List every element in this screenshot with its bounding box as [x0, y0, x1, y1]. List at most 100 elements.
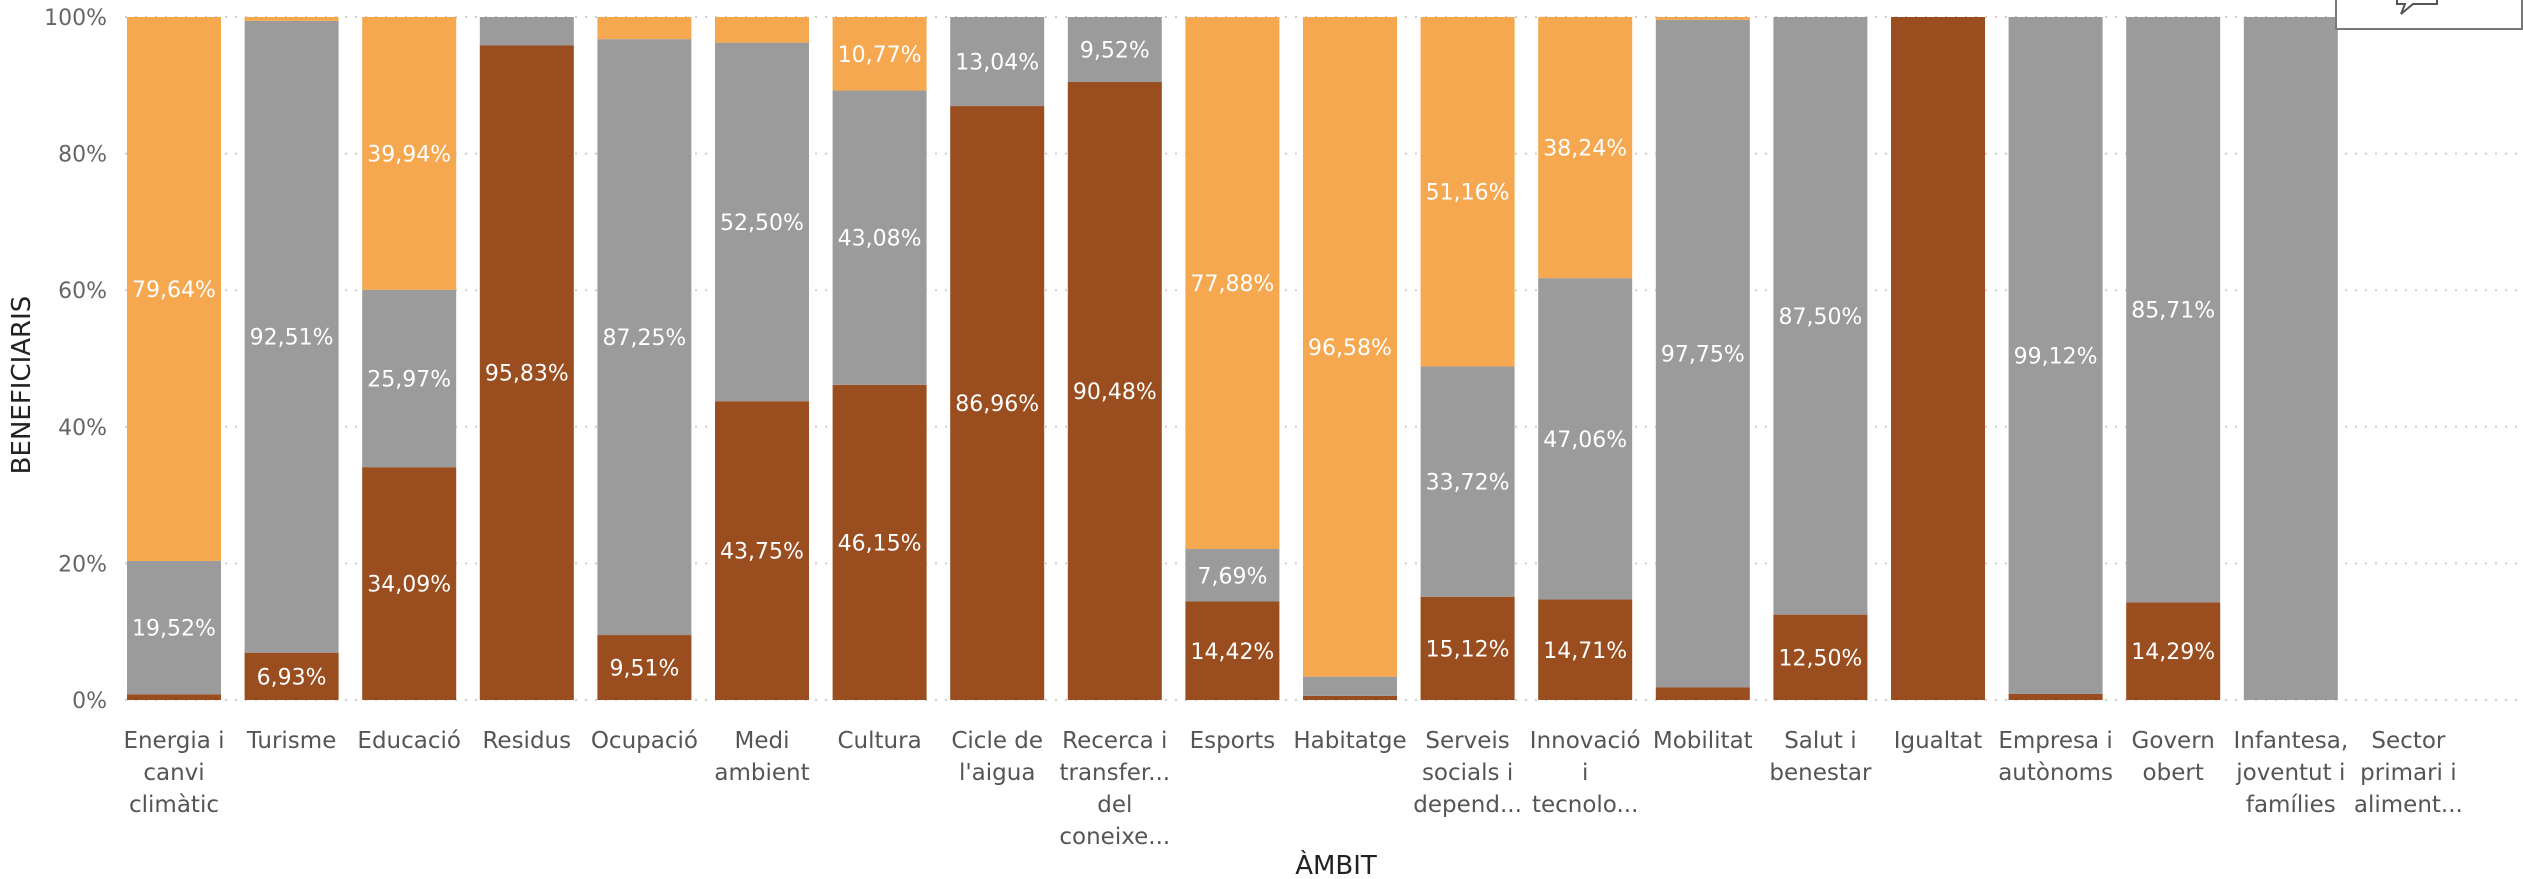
bar-segment[interactable] [832, 17, 927, 91]
data-label: 47,06% [1543, 428, 1627, 453]
x-category-label: Esports [1190, 728, 1276, 754]
comment-icon [2396, 0, 2438, 15]
bar-segment[interactable] [1303, 17, 1397, 677]
x-category-label: Turisme [246, 728, 337, 754]
bar-segment[interactable] [2243, 17, 2338, 700]
bar-segment[interactable] [950, 106, 1045, 700]
bar-segment[interactable] [1891, 17, 1985, 700]
x-category-label: Igualtat [1894, 728, 1983, 754]
y-tick-label: 0% [72, 689, 107, 714]
data-label: 7,69% [1197, 564, 1267, 589]
bar-segment[interactable] [1185, 548, 1280, 602]
data-label: 10,77% [838, 43, 922, 68]
bar-segment[interactable] [1773, 17, 1868, 615]
bar-segment[interactable] [244, 20, 339, 653]
data-label: 97,75% [1661, 343, 1745, 368]
focus-mode-button[interactable] [2335, 0, 2523, 30]
bar-segment[interactable] [1420, 366, 1515, 597]
x-category-label: Ocupació [591, 728, 698, 754]
data-label: 90,48% [1073, 380, 1157, 405]
bar-segment[interactable] [950, 17, 1045, 107]
data-label: 99,12% [2014, 344, 2098, 369]
x-category-label: benestar [1769, 760, 1872, 786]
x-category-label: primari i [2360, 760, 2457, 786]
x-category-label: tecnolo... [1532, 792, 1638, 818]
data-label: 39,94% [367, 142, 451, 167]
bar-segment[interactable] [1773, 614, 1868, 700]
data-label: 14,29% [2131, 640, 2215, 665]
x-category-label: joventut i [2235, 760, 2345, 786]
y-axis-ticks: 0% 20% 40% 60% 80% 100% [44, 6, 107, 714]
bar-segment[interactable] [1655, 19, 1750, 688]
data-label: 92,51% [250, 326, 334, 351]
x-category-label: Energia i [123, 728, 224, 754]
bar-segment[interactable] [1185, 17, 1280, 549]
bar-segment[interactable] [2008, 693, 2103, 700]
x-category-label: l'aigua [959, 760, 1035, 786]
data-labels: 19,52% 79,64% 6,93% 92,51% 34,09% 25,97% 39,94… [132, 39, 2215, 691]
x-category-label: Cultura [838, 728, 922, 754]
x-category-label: famílies [2246, 792, 2336, 818]
bar-segment[interactable] [1185, 601, 1280, 700]
bar-segment[interactable] [1067, 82, 1162, 700]
bar-segment[interactable] [1538, 278, 1633, 600]
x-category-label: Empresa i [1998, 728, 2112, 754]
bar-segment[interactable] [127, 560, 221, 695]
bar-segment[interactable] [1303, 695, 1397, 700]
data-label: 13,04% [955, 51, 1039, 76]
bar-segment[interactable] [1067, 17, 1162, 83]
bar-segment[interactable] [479, 17, 574, 46]
x-category-label: Mobilitat [1653, 728, 1753, 754]
bar-segment[interactable] [127, 694, 221, 700]
x-category-label: Cicle de [951, 728, 1043, 754]
bar-segment[interactable] [127, 17, 221, 561]
bar-segment[interactable] [597, 635, 692, 700]
bar-segment[interactable] [2126, 602, 2221, 700]
y-tick-label: 80% [58, 143, 107, 168]
x-category-label: Innovació [1530, 728, 1641, 754]
data-label: 87,25% [602, 326, 686, 351]
bar-segment[interactable] [832, 90, 927, 385]
bar-segment[interactable] [479, 45, 574, 701]
x-category-label: Medi [735, 728, 790, 754]
x-category-label: Serveis [1425, 728, 1509, 754]
bar-segment[interactable] [1655, 687, 1750, 700]
bars [127, 16, 2338, 701]
bar-segment[interactable] [244, 17, 339, 21]
data-label: 12,50% [1778, 646, 1862, 671]
bar-segment[interactable] [2008, 17, 2103, 694]
x-category-label: i [1582, 760, 1588, 786]
x-category-label: ambient [714, 760, 809, 786]
bar-segment[interactable] [362, 289, 457, 468]
bar-segment[interactable] [1655, 17, 1750, 20]
data-label: 43,08% [838, 227, 922, 252]
bar-segment[interactable] [1303, 676, 1397, 696]
x-category-label: canvi [143, 760, 204, 786]
bar-segment[interactable] [362, 17, 457, 290]
bar-segment[interactable] [597, 39, 692, 636]
x-category-label: autònoms [1998, 760, 2113, 786]
bar-segment[interactable] [2126, 17, 2221, 603]
data-label: 86,96% [955, 392, 1039, 417]
bar-segment[interactable] [597, 17, 692, 40]
bar-segment[interactable] [1538, 599, 1633, 700]
x-category-label: coneixe... [1059, 824, 1170, 850]
bar-segment[interactable] [832, 384, 927, 700]
bar-segment[interactable] [1538, 16, 1633, 279]
bar-segment[interactable] [715, 401, 809, 700]
data-label: 85,71% [2131, 299, 2215, 324]
data-label: 96,58% [1308, 336, 1392, 361]
bar-segment[interactable] [715, 42, 809, 402]
bar-segment[interactable] [1420, 596, 1515, 700]
bar-segment[interactable] [1420, 17, 1515, 367]
data-label: 9,52% [1080, 39, 1150, 64]
x-category-label: Salut i [1784, 728, 1856, 754]
data-label: 46,15% [838, 531, 922, 556]
data-label: 51,16% [1426, 181, 1510, 206]
bar-segment[interactable] [244, 652, 339, 700]
bar-segment[interactable] [362, 467, 457, 700]
x-category-label: del [1097, 792, 1132, 818]
y-tick-label: 20% [58, 552, 107, 577]
bar-segment[interactable] [715, 17, 809, 43]
